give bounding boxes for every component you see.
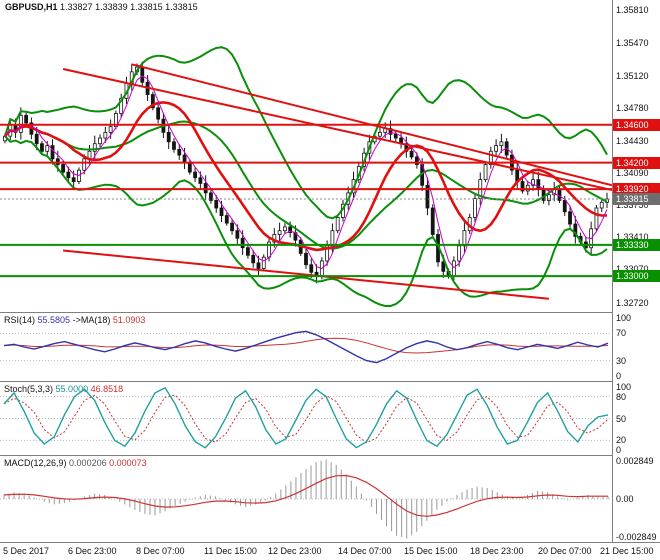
time-axis-label: 15 Dec 15:00 — [404, 546, 458, 556]
price-axis-tick: 1.34430 — [616, 135, 649, 146]
price-axis[interactable]: 1.35810 1.35470 1.35120 1.34780 1.34430 1.340… — [612, 0, 660, 542]
price-axis-tick: 1.33070 — [616, 264, 649, 274]
macd-axis-tick: -0.002849 — [616, 532, 657, 542]
main-chart-canvas[interactable] — [0, 0, 612, 312]
rsi-axis-tick: 30 — [616, 355, 627, 366]
price-badge-1.33920: 1.33920 — [613, 183, 660, 196]
rsi-axis-tick: 0 — [616, 371, 622, 381]
price-axis-tick: 1.35470 — [616, 37, 649, 48]
time-axis-label: 5 Dec 2017 — [3, 546, 50, 556]
current-price-badge: 1.33815 — [613, 193, 660, 206]
rsi-pane[interactable] — [0, 312, 612, 382]
stochastic-canvas[interactable] — [0, 382, 612, 455]
stochastic-axis-tick: 100 — [616, 382, 632, 392]
price-axis-tick: 1.33750 — [616, 200, 649, 211]
stochastic-axis-tick: 20 — [616, 435, 627, 446]
time-axis-label: 11 Dec 15:00 — [204, 546, 257, 556]
trend-line[interactable] — [62, 249, 550, 300]
time-axis[interactable]: 5 Dec 2017 6 Dec 23:00 8 Dec 07:00 11 Dec 1… — [0, 542, 660, 560]
main-chart-pane[interactable] — [0, 0, 612, 312]
time-axis-label: 8 Dec 07:00 — [136, 546, 185, 556]
stochastic-axis-tick: 50 — [616, 413, 627, 424]
macd-axis-tick: 0.002849 — [616, 456, 654, 466]
trend-line[interactable] — [62, 68, 612, 192]
rsi-axis-tick: 100 — [616, 313, 632, 323]
time-axis-label: 6 Dec 23:00 — [68, 546, 117, 556]
price-axis-tick: 1.34090 — [616, 168, 649, 179]
price-axis-tick: 1.35120 — [616, 70, 649, 81]
rsi-axis-tick: 70 — [616, 328, 627, 339]
stochastic-axis-tick: 0 — [616, 445, 622, 455]
time-axis-label: 20 Dec 07:00 — [538, 546, 592, 556]
price-axis-tick: 1.34780 — [616, 102, 649, 113]
time-axis-label: 12 Dec 23:00 — [268, 546, 322, 556]
stochastic-pane[interactable] — [0, 381, 612, 456]
time-axis-label: 18 Dec 23:00 — [470, 546, 524, 556]
time-axis-label: 14 Dec 07:00 — [338, 546, 392, 556]
macd-pane[interactable] — [0, 455, 612, 543]
price-badge-1.33000: 1.33000 — [613, 270, 660, 283]
price-axis-tick: 1.35810 — [616, 5, 649, 16]
price-badge-1.33330: 1.33330 — [613, 238, 660, 251]
price-axis-tick: 1.32720 — [616, 297, 649, 308]
macd-canvas[interactable] — [0, 456, 612, 542]
stochastic-axis-tick: 80 — [616, 391, 627, 402]
price-badge-1.34600: 1.34600 — [613, 118, 660, 131]
rsi-canvas[interactable] — [0, 313, 612, 381]
macd-axis-tick: 0.00 — [616, 494, 634, 504]
time-axis-label: 21 Dec 15:00 — [600, 546, 654, 556]
price-axis-tick: 1.33410 — [616, 232, 649, 243]
price-badge-1.34200: 1.34200 — [613, 156, 660, 169]
